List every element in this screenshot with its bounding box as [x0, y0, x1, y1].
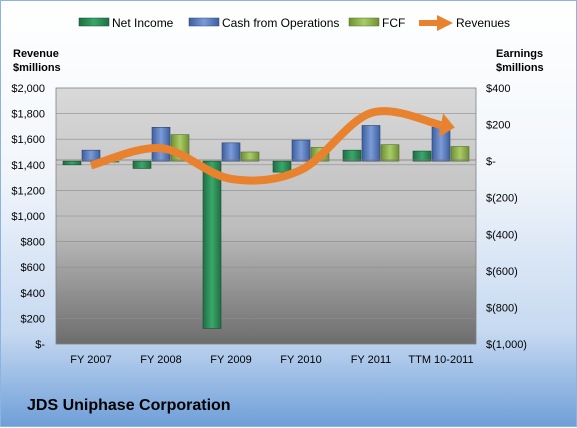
- company-name: JDS Uniphase Corporation: [27, 397, 231, 414]
- category-label-fy-2007: FY 2007: [70, 354, 111, 366]
- bar-net-income-fy-2010: [272, 160, 292, 173]
- legend-item-fcf: FCF: [348, 16, 405, 30]
- legend-arrow-head-revenues: [437, 15, 453, 31]
- legend-label-fcf: FCF: [382, 16, 405, 30]
- legend-label-net-income: Net Income: [112, 16, 174, 30]
- right-tick-label: $(800): [486, 302, 518, 314]
- category-label-fy-2009: FY 2009: [210, 354, 251, 366]
- bar-cash-from-operations-fy-2009: [221, 142, 241, 162]
- right-axis-title-line1: Earnings: [496, 48, 543, 60]
- legend-item-revenues: Revenues: [419, 15, 510, 31]
- left-tick-label: $-: [35, 339, 45, 351]
- bar-net-income-fy-2011: [342, 149, 362, 162]
- category-label-ttm-10-2011: TTM 10-2011: [408, 354, 473, 366]
- legend-swatch-fcf: [348, 17, 380, 27]
- bar-net-income-ttm-10-2011: [412, 150, 432, 162]
- right-tick-label: $(400): [486, 229, 518, 241]
- bar-net-income-fy-2008: [132, 160, 152, 169]
- left-axis-title-line2: $millions: [13, 62, 61, 74]
- legend-item-cash-from-operations: Cash from Operations: [188, 16, 339, 30]
- bar-fcf-fy-2009: [240, 151, 260, 162]
- left-tick-label: $400: [21, 288, 45, 300]
- right-axis-title-line2: $millions: [496, 62, 544, 74]
- left-tick-label: $800: [21, 237, 45, 249]
- bar-fcf-ttm-10-2011: [450, 146, 470, 162]
- left-tick-label: $1,800: [11, 109, 45, 121]
- left-tick-label: $1,000: [11, 211, 45, 223]
- bar-cash-from-operations-fy-2011: [361, 125, 381, 162]
- legend-item-net-income: Net Income: [78, 16, 174, 30]
- left-tick-label: $600: [21, 262, 45, 274]
- left-tick-label: $1,200: [11, 185, 45, 197]
- right-axis-ticks: $(1,000) $(800) $(600) $(400) $(200) $- $200 $4…: [486, 83, 527, 351]
- legend-swatch-net-income: [78, 17, 110, 27]
- gridlines: [56, 113, 476, 319]
- left-tick-label: $1,400: [11, 160, 45, 172]
- category-label-fy-2011: FY 2011: [351, 354, 392, 366]
- right-tick-label: $-: [486, 156, 496, 168]
- right-tick-label: $(200): [486, 193, 518, 205]
- left-axis-title-line1: Revenue: [13, 48, 59, 60]
- bar-fcf-fy-2011: [380, 144, 400, 162]
- left-tick-label: $1,600: [11, 134, 45, 146]
- right-tick-label: $(600): [486, 266, 518, 278]
- legend: Net Income Cash from Operations FCF Reve…: [78, 15, 510, 31]
- left-tick-label: $2,000: [11, 83, 45, 95]
- revenue-arrow-head: [438, 113, 455, 137]
- legend-swatch-cash-from-operations: [188, 17, 220, 27]
- bar-net-income-fy-2007: [62, 160, 82, 166]
- bar-net-income-fy-2009: [202, 160, 222, 329]
- legend-label-cash-from-operations: Cash from Operations: [222, 16, 339, 30]
- left-tick-label: $200: [21, 313, 45, 325]
- bar-cash-from-operations-fy-2010: [291, 139, 311, 162]
- bar-cash-from-operations-fy-2007: [81, 149, 101, 162]
- left-axis-ticks: $- $200 $400 $600 $800 $1,000 $1,200 $1,400 $1,6…: [11, 83, 45, 351]
- right-tick-label: $400: [486, 83, 510, 95]
- revenue-line: [89, 107, 442, 185]
- category-labels: FY 2007 FY 2008 FY 2009 FY 2010 FY 2011 TTM 1…: [70, 354, 473, 366]
- revenue-line-layer: [89, 107, 455, 185]
- category-label-fy-2008: FY 2008: [140, 354, 181, 366]
- legend-label-revenues: Revenues: [456, 16, 510, 30]
- right-tick-label: $(1,000): [486, 339, 527, 351]
- category-label-fy-2010: FY 2010: [280, 354, 321, 366]
- right-tick-label: $200: [486, 120, 510, 132]
